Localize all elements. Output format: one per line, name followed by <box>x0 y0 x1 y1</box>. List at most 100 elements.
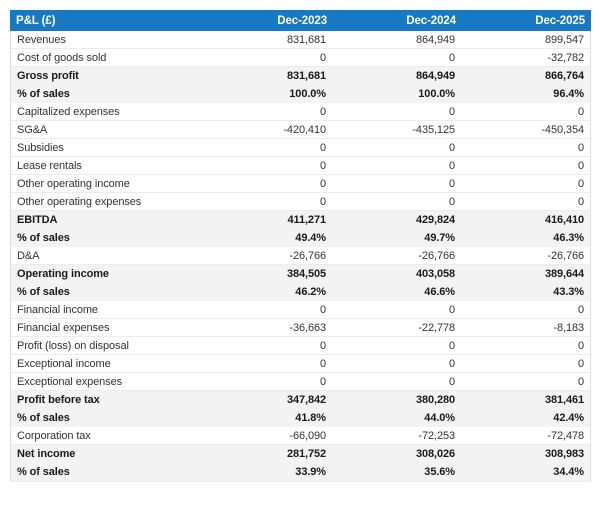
table-row: Other operating expenses 0 0 0 <box>11 193 590 211</box>
table-row: Profit (loss) on disposal 0 0 0 <box>11 337 590 355</box>
table-row: % of sales 49.4% 49.7% 46.3% <box>11 229 590 247</box>
row-label: Profit (loss) on disposal <box>17 340 129 352</box>
table-header-row: P&L (£) Dec-2023 Dec-2024 Dec-2025 <box>10 10 591 31</box>
cell-value: 0 <box>319 178 326 190</box>
cell-value: 0 <box>577 340 584 352</box>
cell-value: 0 <box>577 358 584 370</box>
cell-value: 44.0% <box>424 412 455 424</box>
cell-value: 0 <box>448 52 455 64</box>
cell-value: 0 <box>577 178 584 190</box>
cell-value: 864,949 <box>415 70 455 82</box>
column-header-dec-2023: Dec-2023 <box>277 14 327 27</box>
table-row: Financial income 0 0 0 <box>11 301 590 319</box>
cell-value: 0 <box>319 142 326 154</box>
table-row: % of sales 100.0% 100.0% 96.4% <box>11 85 590 103</box>
row-label: % of sales <box>17 412 70 424</box>
table-row: Net income 281,752 308,026 308,983 <box>11 445 590 463</box>
cell-value: 831,681 <box>286 70 326 82</box>
cell-value: 0 <box>448 196 455 208</box>
table-row: % of sales 33.9% 35.6% 34.4% <box>11 463 590 481</box>
table-row: Profit before tax 347,842 380,280 381,46… <box>11 391 590 409</box>
cell-value: 46.6% <box>424 286 455 298</box>
table-row: Subsidies 0 0 0 <box>11 139 590 157</box>
cell-value: 899,547 <box>544 34 584 46</box>
cell-value: -26,766 <box>418 250 455 262</box>
row-label: Subsidies <box>17 142 64 154</box>
row-label: % of sales <box>17 286 70 298</box>
row-label: Corporation tax <box>17 430 91 442</box>
cell-value: 0 <box>448 106 455 118</box>
cell-value: 46.2% <box>295 286 326 298</box>
cell-value: 0 <box>577 106 584 118</box>
cell-value: 347,842 <box>286 394 326 406</box>
cell-value: 0 <box>319 160 326 172</box>
cell-value: 0 <box>448 376 455 388</box>
table-row: Operating income 384,505 403,058 389,644 <box>11 265 590 283</box>
table-row: Gross profit 831,681 864,949 866,764 <box>11 67 590 85</box>
cell-value: 0 <box>319 304 326 316</box>
row-label: Financial income <box>17 304 98 316</box>
cell-value: 308,983 <box>544 448 584 460</box>
row-label: Other operating income <box>17 178 130 190</box>
cell-value: -72,253 <box>418 430 455 442</box>
cell-value: 34.4% <box>553 466 584 478</box>
cell-value: -22,778 <box>418 322 455 334</box>
table-row: Financial expenses -36,663 -22,778 -8,18… <box>11 319 590 337</box>
cell-value: 380,280 <box>415 394 455 406</box>
cell-value: 0 <box>319 376 326 388</box>
cell-value: 0 <box>319 358 326 370</box>
row-label: Gross profit <box>17 70 79 82</box>
cell-value: 416,410 <box>544 214 584 226</box>
row-label: EBITDA <box>17 214 58 226</box>
row-label: % of sales <box>17 466 70 478</box>
row-label: Revenues <box>17 34 66 46</box>
table-row: Other operating income 0 0 0 <box>11 175 590 193</box>
cell-value: 866,764 <box>544 70 584 82</box>
row-label: Net income <box>17 448 76 460</box>
cell-value: 41.8% <box>295 412 326 424</box>
cell-value: 0 <box>319 52 326 64</box>
cell-value: 381,461 <box>544 394 584 406</box>
row-label: Lease rentals <box>17 160 82 172</box>
row-label: Profit before tax <box>17 394 100 406</box>
table-row: Exceptional income 0 0 0 <box>11 355 590 373</box>
cell-value: 0 <box>319 106 326 118</box>
row-label: % of sales <box>17 88 70 100</box>
cell-value: -26,766 <box>547 250 584 262</box>
cell-value: 0 <box>577 304 584 316</box>
cell-value: -26,766 <box>289 250 326 262</box>
cell-value: 96.4% <box>553 88 584 100</box>
cell-value: 0 <box>577 196 584 208</box>
cell-value: 411,271 <box>287 214 327 226</box>
table-row: EBITDA 411,271 429,824 416,410 <box>11 211 590 229</box>
table-row: Cost of goods sold 0 0 -32,782 <box>11 49 590 67</box>
cell-value: 0 <box>319 340 326 352</box>
row-label: Capitalized expenses <box>17 106 120 118</box>
row-label: % of sales <box>17 232 70 244</box>
cell-value: 0 <box>448 358 455 370</box>
cell-value: -66,090 <box>289 430 326 442</box>
cell-value: 0 <box>448 304 455 316</box>
row-label: Financial expenses <box>17 322 110 334</box>
cell-value: 864,949 <box>415 34 455 46</box>
table-row: Revenues 831,681 864,949 899,547 <box>11 31 590 49</box>
cell-value: -72,478 <box>547 430 584 442</box>
row-label: D&A <box>17 250 40 262</box>
pnl-table: P&L (£) Dec-2023 Dec-2024 Dec-2025 Reven… <box>10 10 591 482</box>
row-label: Cost of goods sold <box>17 52 107 64</box>
cell-value: -36,663 <box>289 322 326 334</box>
cell-value: 384,505 <box>286 268 326 280</box>
cell-value: 33.9% <box>295 466 326 478</box>
cell-value: 100.0% <box>418 88 455 100</box>
table-row: SG&A -420,410 -435,125 -450,354 <box>11 121 590 139</box>
table-row: D&A -26,766 -26,766 -26,766 <box>11 247 590 265</box>
row-label: Exceptional income <box>17 358 111 370</box>
cell-value: 0 <box>448 340 455 352</box>
cell-value: 0 <box>319 196 326 208</box>
cell-value: 0 <box>448 142 455 154</box>
cell-value: -450,354 <box>541 124 584 136</box>
table-row: Exceptional expenses 0 0 0 <box>11 373 590 391</box>
cell-value: 389,644 <box>544 268 584 280</box>
cell-value: 429,824 <box>415 214 455 226</box>
table-row: Corporation tax -66,090 -72,253 -72,478 <box>11 427 590 445</box>
